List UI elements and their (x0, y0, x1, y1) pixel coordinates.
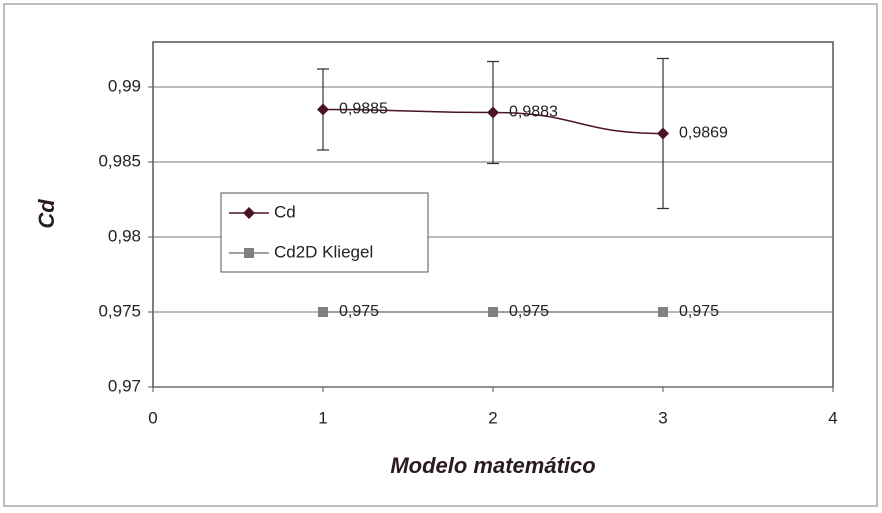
y-tick-label: 0,975 (98, 301, 141, 320)
x-tick-label: 0 (148, 408, 157, 427)
data-label: 0,9869 (679, 125, 728, 142)
x-tick-label: 3 (658, 408, 667, 427)
marker (487, 106, 499, 119)
marker (318, 307, 328, 317)
marker (658, 307, 668, 317)
data-label: 0,9883 (509, 104, 558, 121)
data-label: 0,9885 (339, 101, 388, 118)
legend-label: Cd2D Kliegel (274, 242, 373, 261)
x-tick-label: 1 (318, 408, 327, 427)
marker (317, 103, 329, 116)
x-tick-label: 4 (828, 408, 837, 427)
marker (488, 307, 498, 317)
data-label: 0,975 (339, 303, 379, 320)
data-label: 0,975 (679, 303, 719, 320)
marker (657, 127, 669, 140)
x-tick-label: 2 (488, 408, 497, 427)
y-axis-title: Cd (34, 199, 59, 229)
y-tick-label: 0,985 (98, 151, 141, 170)
x-axis-title: Modelo matemático (390, 453, 595, 478)
y-tick-label: 0,99 (108, 76, 141, 95)
data-label: 0,975 (509, 303, 549, 320)
y-tick-label: 0,97 (108, 376, 141, 395)
marker (244, 248, 254, 258)
y-tick-label: 0,98 (108, 226, 141, 245)
legend-box (220, 192, 429, 273)
marker (243, 207, 255, 219)
legend-label: Cd (274, 202, 296, 221)
